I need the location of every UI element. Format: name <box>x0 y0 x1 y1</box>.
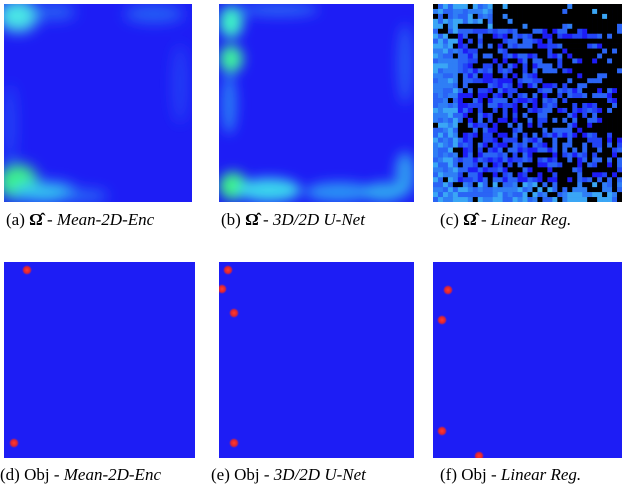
object-marker <box>229 438 239 448</box>
object-map-panel-linear-reg <box>433 262 622 458</box>
object-map-image <box>433 262 622 458</box>
caption-e: (e) Obj - 3D/2D U-Net <box>211 465 366 484</box>
object-marker <box>437 426 447 436</box>
object-marker <box>22 265 32 275</box>
object-map-panel-3d-2d-unet <box>219 262 414 458</box>
object-map-image <box>4 262 195 458</box>
heatmap-image <box>433 4 622 202</box>
object-marker <box>223 265 233 275</box>
object-map-panel-mean-2d-enc <box>4 262 195 458</box>
heatmap-panel-3d-2d-unet <box>219 4 414 202</box>
object-marker <box>443 285 453 295</box>
heatmap-image <box>219 4 414 202</box>
heatmap-panel-mean-2d-enc <box>4 4 192 202</box>
heatmap-panel-linear-reg <box>433 4 622 202</box>
caption-d: (d) Obj - Mean-2D-Enc <box>0 465 161 484</box>
caption-c: (c) Ω̂ - Linear Reg. <box>440 210 572 229</box>
heatmap-image <box>4 4 192 202</box>
object-marker <box>229 308 239 318</box>
object-marker <box>437 315 447 325</box>
object-marker <box>219 284 227 294</box>
object-marker <box>474 451 484 458</box>
object-marker <box>9 438 19 448</box>
caption-f: (f) Obj - Linear Reg. <box>440 465 582 484</box>
object-map-image <box>219 262 414 458</box>
caption-b: (b) Ω̂ - 3D/2D U-Net <box>221 210 365 229</box>
caption-a: (a) Ω̂ - Mean-2D-Enc <box>6 210 155 229</box>
